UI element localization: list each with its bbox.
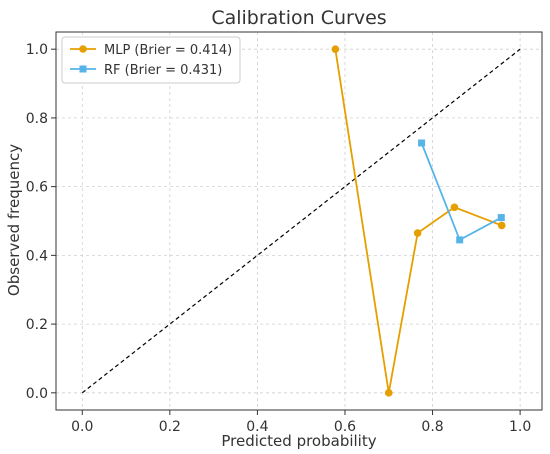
- y-tick-label: 0.4: [26, 248, 48, 264]
- series-layer: [331, 45, 506, 397]
- legend-marker-rf: [79, 65, 87, 73]
- legend: MLP (Brier = 0.414) RF (Brier = 0.431): [61, 36, 241, 84]
- reference-line-layer: [81, 48, 521, 394]
- y-axis-label: Observed frequency: [5, 144, 23, 296]
- plot-area: [55, 31, 543, 411]
- mlp-point: [450, 203, 459, 212]
- perfect-calibration-line: [81, 48, 521, 394]
- x-axis-label: Predicted probability: [221, 432, 376, 450]
- y-tick-label: 0.2: [26, 317, 48, 333]
- mlp-point: [384, 389, 393, 397]
- rf-point: [418, 139, 426, 147]
- y-tick-label: 0.6: [26, 180, 48, 196]
- rf-point: [456, 236, 464, 244]
- x-tick-label: 0.0: [71, 419, 93, 435]
- ticks: 0.0 0.2 0.4 0.6 0.8 1.0 0.0 0.2 0.4 0.6 0.8 1.0: [26, 42, 532, 435]
- grid: [56, 32, 542, 410]
- x-tick-label: 0.4: [246, 419, 268, 435]
- legend-label-rf: RF (Brier = 0.431): [104, 63, 222, 78]
- mlp-series-line: [334, 49, 503, 393]
- legend-box: [61, 36, 241, 84]
- x-tick-label: 1.0: [509, 419, 531, 435]
- rf-series-line: [420, 142, 502, 242]
- legend-label-mlp: MLP (Brier = 0.414): [104, 43, 232, 58]
- chart-title: Calibration Curves: [211, 7, 386, 29]
- y-tick-label: 0.8: [26, 111, 48, 127]
- y-tick-label: 0.0: [26, 386, 48, 402]
- mlp-point: [413, 229, 422, 237]
- x-tick-label: 0.2: [159, 419, 181, 435]
- x-tick-label: 0.8: [421, 419, 443, 435]
- x-tick-label: 0.6: [334, 419, 356, 435]
- mlp-point: [331, 45, 340, 53]
- mlp-point: [497, 221, 506, 230]
- y-tick-label: 1.0: [26, 42, 48, 58]
- rf-point: [497, 214, 505, 222]
- legend-marker-mlp: [79, 45, 87, 53]
